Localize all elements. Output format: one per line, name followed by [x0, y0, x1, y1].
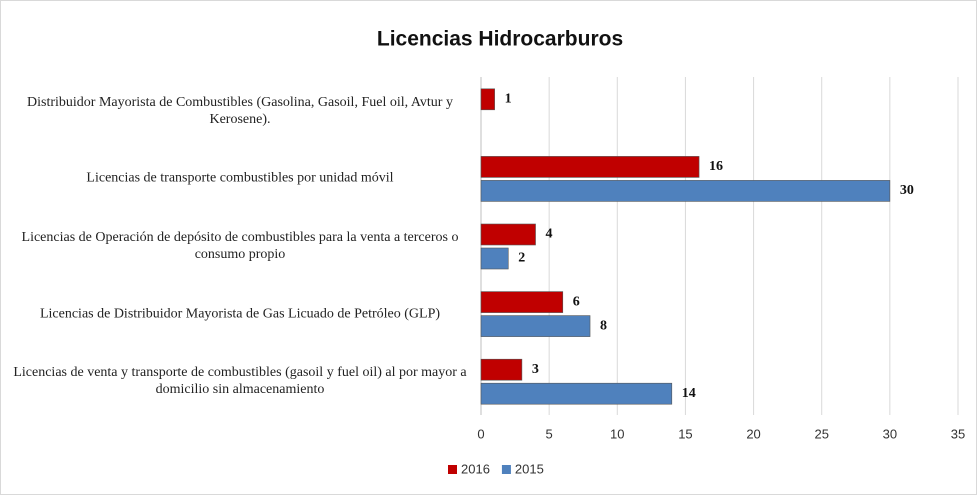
legend-swatch	[501, 465, 511, 474]
x-tick-label: 5	[546, 426, 553, 441]
bar	[480, 88, 495, 111]
bar	[480, 156, 700, 178]
x-tick-label: 10	[610, 426, 624, 441]
bar	[480, 291, 564, 313]
data-label: 3	[532, 362, 539, 377]
chart-title: Licencias Hidrocarburos	[377, 28, 623, 51]
data-label: 8	[600, 318, 607, 333]
bar	[480, 223, 536, 246]
x-tick-label: 25	[814, 426, 828, 441]
category-label: Licencias de Operación de depósito de co…	[21, 230, 459, 262]
bar	[480, 358, 523, 381]
data-label: 4	[546, 227, 553, 242]
legend-label: 2016	[461, 461, 490, 476]
legend-label: 2015	[515, 461, 544, 476]
bar	[480, 315, 591, 337]
category-label: Distribuidor Mayorista de Combustibles (…	[27, 94, 453, 127]
data-label: 2	[518, 251, 525, 266]
data-label: 16	[709, 159, 723, 174]
category-label: Licencias de transporte combustibles por…	[86, 170, 394, 186]
x-tick-label: 35	[951, 426, 965, 441]
x-tick-label: 0	[477, 426, 484, 441]
x-tick-label: 30	[883, 426, 897, 441]
legend-swatch	[448, 465, 457, 474]
x-tick-label: 20	[746, 426, 760, 441]
data-label: 14	[682, 386, 696, 401]
x-tick-label: 15	[678, 426, 692, 441]
data-label: 1	[505, 92, 512, 107]
bar	[480, 382, 673, 405]
category-label: Licencias de Distribuidor Mayorista de G…	[39, 306, 441, 322]
bar	[480, 180, 891, 202]
data-label: 6	[573, 294, 580, 309]
category-label: Licencias de venta y transporte de combu…	[13, 365, 467, 398]
data-label: 30	[900, 183, 914, 198]
bar	[480, 247, 509, 270]
